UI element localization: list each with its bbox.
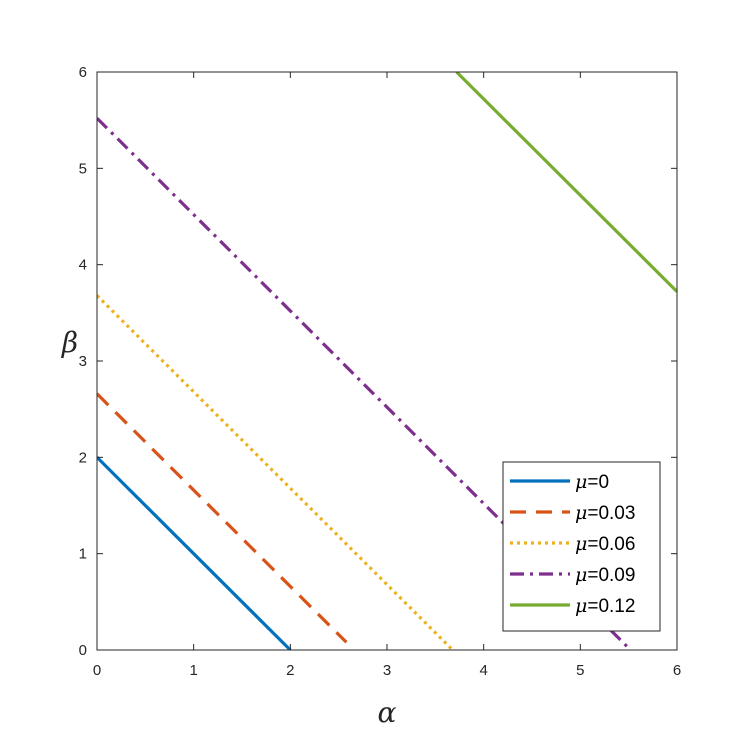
legend-symbol: μ <box>575 595 587 617</box>
legend-value: =0.09 <box>587 565 635 586</box>
legend-symbol: μ <box>575 471 587 493</box>
y-tick-label: 5 <box>79 160 87 177</box>
legend-label: μ=0.06 <box>575 533 635 555</box>
legend-symbol: μ <box>575 564 587 586</box>
y-tick-label: 3 <box>79 353 87 370</box>
series-line-2 <box>97 392 348 644</box>
x-tick-label: 4 <box>479 662 487 679</box>
legend: μ=0μ=0.03μ=0.06μ=0.09μ=0.12 <box>502 461 661 632</box>
x-tick-label: 2 <box>286 662 294 679</box>
legend-symbol: μ <box>575 502 587 524</box>
legend-label: μ=0 <box>575 471 609 493</box>
y-axis-label: β <box>61 326 78 359</box>
series-lines <box>97 72 677 650</box>
x-axis-label: α <box>378 696 397 729</box>
x-tick-label: 3 <box>383 662 391 679</box>
axis-ticks: 0 1 2 3 4 5 6 0 1 2 3 4 5 6 <box>79 64 682 679</box>
legend-box <box>502 461 661 632</box>
legend-symbol: μ <box>575 533 587 555</box>
series-line-1 <box>97 456 292 650</box>
legend-value: =0.06 <box>587 534 635 555</box>
y-tick-label: 0 <box>79 642 87 659</box>
legend-value: =0 <box>587 472 609 493</box>
x-tick-label: 1 <box>189 662 197 679</box>
x-tick-label: 5 <box>576 662 584 679</box>
legend-label: μ=0.09 <box>575 564 635 586</box>
legend-label: μ=0.12 <box>575 595 635 617</box>
legend-label: μ=0.03 <box>575 502 635 524</box>
legend-value: =0.03 <box>587 503 635 524</box>
series-line-5 <box>455 72 677 293</box>
y-tick-label: 2 <box>79 449 87 466</box>
y-tick-label: 4 <box>79 257 87 274</box>
x-tick-label: 6 <box>673 662 681 679</box>
legend-value: =0.12 <box>587 596 635 617</box>
x-tick-label: 0 <box>93 662 101 679</box>
y-tick-label: 6 <box>79 64 87 81</box>
series-line-4 <box>97 117 632 650</box>
y-tick-label: 1 <box>79 546 87 563</box>
